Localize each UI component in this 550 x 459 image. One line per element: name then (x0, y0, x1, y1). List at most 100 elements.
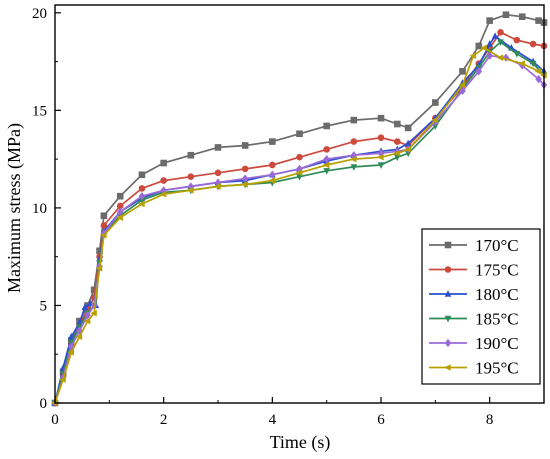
data-point (295, 169, 303, 177)
data-point (160, 159, 167, 167)
data-point (432, 117, 439, 127)
data-point (116, 207, 124, 216)
legend-box (421, 228, 541, 385)
data-point (518, 13, 526, 21)
data-point (116, 202, 124, 210)
data-point (160, 177, 167, 184)
data-point (59, 376, 66, 383)
data-point (296, 153, 303, 161)
data-point (459, 68, 466, 75)
data-point (480, 44, 487, 52)
data-point (214, 144, 222, 151)
data-point (75, 333, 83, 340)
data-point (350, 116, 358, 124)
data-point (187, 173, 195, 180)
data-point (84, 311, 91, 320)
y-tick-label: 5 (40, 298, 48, 314)
data-point (323, 155, 330, 164)
data-point (296, 130, 303, 138)
legend: 170°C 175°C 180°C 185°C 190°C 195°C (421, 228, 541, 385)
data-point (475, 67, 483, 76)
data-point (350, 138, 358, 145)
axes: 0 2 4 6 8 0 5 10 15 20 (32, 4, 545, 428)
legend-label: 180°C (475, 285, 519, 304)
data-point (469, 52, 477, 60)
data-point (377, 114, 385, 122)
y-tick-label: 20 (32, 6, 47, 22)
data-point (323, 168, 330, 175)
legend-marker (444, 315, 452, 323)
data-point (394, 138, 401, 145)
series-4 (51, 51, 548, 408)
plot-frame (54, 4, 545, 404)
data-point (214, 169, 222, 177)
data-point (138, 200, 145, 208)
data-point (377, 162, 385, 169)
data-point (323, 122, 330, 130)
legend-item: 170°C (429, 236, 519, 255)
data-point (502, 11, 510, 19)
data-point (90, 286, 98, 294)
data-point (513, 36, 521, 44)
legend-marker (444, 290, 452, 297)
legend-marker (444, 266, 452, 273)
x-tick-label: 6 (377, 412, 385, 428)
data-point (138, 192, 146, 201)
data-point (296, 173, 303, 181)
data-point (486, 51, 493, 60)
data-point (518, 60, 525, 67)
data-point (404, 150, 412, 158)
data-point (241, 142, 249, 149)
data-point (100, 222, 108, 229)
data-point (475, 42, 483, 50)
data-point (241, 165, 249, 173)
data-point (394, 120, 401, 128)
plot-area (51, 11, 548, 408)
data-point (138, 171, 146, 179)
data-point (529, 60, 537, 68)
data-point (377, 153, 384, 161)
data-point (241, 181, 248, 188)
data-point (90, 309, 97, 317)
data-point (83, 317, 91, 325)
data-point (535, 75, 542, 84)
data-point (486, 17, 493, 24)
legend-marker (444, 364, 451, 371)
x-tick-label: 2 (160, 412, 168, 428)
data-point (116, 192, 124, 200)
data-point (186, 187, 194, 194)
legend-item: 195°C (429, 359, 519, 378)
data-point (404, 139, 412, 147)
legend-label: 175°C (475, 261, 519, 280)
data-point (459, 86, 466, 95)
x-tick-label: 4 (269, 412, 277, 428)
data-point (377, 134, 385, 141)
data-point (241, 174, 249, 183)
legend-item: 185°C (429, 310, 519, 329)
data-point (491, 32, 499, 39)
legend-marker (444, 338, 452, 348)
y-tick-label: 15 (32, 103, 47, 119)
legend-label: 195°C (475, 359, 519, 378)
data-point (535, 17, 542, 24)
data-point (67, 348, 74, 356)
y-tick-label: 0 (40, 396, 48, 412)
x-tick-label: 8 (486, 412, 494, 428)
data-point (496, 54, 504, 61)
data-point (486, 40, 493, 47)
y-axis-label: Maximum stress (MPa) (4, 123, 25, 293)
data-point (214, 183, 221, 190)
data-point (323, 146, 330, 153)
data-point (138, 197, 146, 204)
data-point (269, 138, 276, 145)
data-point (322, 161, 330, 169)
data-point (138, 185, 146, 192)
data-point (268, 177, 276, 184)
series-5 (51, 44, 547, 407)
data-point (432, 99, 439, 106)
data-point (269, 161, 276, 169)
data-point (534, 68, 542, 75)
data-point (404, 146, 411, 153)
legend-item: 175°C (429, 261, 519, 280)
